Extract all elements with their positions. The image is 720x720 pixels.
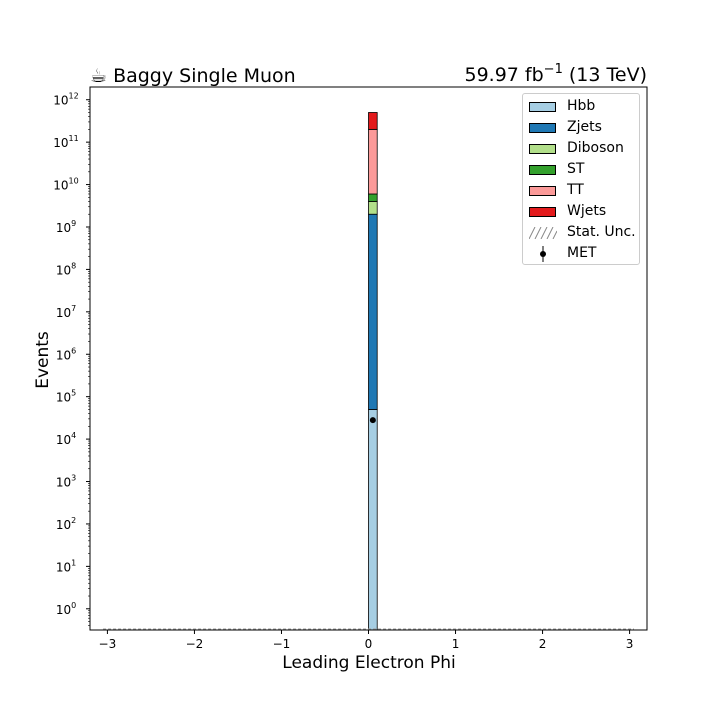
bar-st xyxy=(368,193,378,202)
y-tick-label: 105 xyxy=(56,389,76,405)
chart-title-right: 59.97 fb−1 (13 TeV) xyxy=(464,62,647,86)
legend-swatch-st xyxy=(529,165,556,175)
legend-item-tt: TT xyxy=(523,181,639,202)
legend-swatch-tt xyxy=(529,186,556,196)
bar-diboson xyxy=(368,201,378,215)
x-axis: −3 −2 −1 0 1 2 3 xyxy=(99,630,634,651)
legend-item-zjets: Zjets xyxy=(523,118,639,139)
y-tick-label: 109 xyxy=(56,219,76,235)
x-tick-label: 0 xyxy=(365,637,373,651)
legend-swatch-wjets xyxy=(529,207,556,217)
legend-swatch-diboson xyxy=(529,144,556,154)
legend-label-diboson: Diboson xyxy=(567,140,624,156)
legend-swatch-hbb xyxy=(529,102,556,112)
y-axis: 100 101 102 103 104 105 106 107 108 109 1010 1011 10… xyxy=(53,92,90,626)
legend-label-tt: TT xyxy=(567,182,584,198)
legend-item-stat-unc: Stat. Unc. xyxy=(523,223,639,244)
x-axis-label: Leading Electron Phi xyxy=(282,653,455,673)
y-axis-label: Events xyxy=(33,331,53,389)
plot-area xyxy=(103,112,634,631)
x-tick-label: −1 xyxy=(273,637,291,651)
legend-item-st: ST xyxy=(523,160,639,181)
y-tick-label: 106 xyxy=(56,346,76,362)
y-tick-label: 102 xyxy=(56,516,76,532)
data-point-met xyxy=(369,417,376,424)
legend-item-diboson: Diboson xyxy=(523,139,639,160)
legend-label-stat-unc: Stat. Unc. xyxy=(567,224,636,240)
legend-swatch-zjets xyxy=(529,123,556,133)
y-tick-label: 1010 xyxy=(53,177,78,193)
y-tick-label: 104 xyxy=(56,431,76,447)
bar-hbb xyxy=(368,409,378,631)
x-tick-label: 3 xyxy=(626,637,634,651)
x-tick-label: 1 xyxy=(452,637,460,651)
legend-label-st: ST xyxy=(567,161,585,177)
x-tick-label: −3 xyxy=(99,637,117,651)
legend-hatch-icon xyxy=(529,227,557,239)
legend-marker-icon xyxy=(540,246,546,262)
y-tick-label: 1011 xyxy=(53,134,78,150)
y-tick-label: 108 xyxy=(56,261,76,277)
y-tick-label: 100 xyxy=(56,601,76,617)
legend-label-zjets: Zjets xyxy=(567,119,602,135)
legend-item-hbb: Hbb xyxy=(523,97,639,118)
y-tick-label: 1012 xyxy=(53,92,78,108)
legend-item-wjets: Wjets xyxy=(523,202,639,223)
y-tick-label: 107 xyxy=(56,304,76,320)
x-tick-label: 2 xyxy=(539,637,547,651)
legend-label-met: MET xyxy=(567,245,597,261)
bar-zjets xyxy=(368,213,378,410)
bar-tt xyxy=(368,128,378,195)
y-tick-label: 103 xyxy=(56,474,76,490)
legend-label-wjets: Wjets xyxy=(567,203,607,219)
bar-wjets xyxy=(368,112,378,130)
legend-label-hbb: Hbb xyxy=(567,98,596,114)
chart-legend: Hbb Zjets Diboson ST TT Wjets Stat. Unc. xyxy=(522,93,640,265)
legend-item-met: MET xyxy=(523,244,639,265)
y-tick-label: 101 xyxy=(56,558,76,574)
x-tick-label: −2 xyxy=(186,637,204,651)
chart-title-left: ☕ Baggy Single Muon xyxy=(90,65,296,87)
